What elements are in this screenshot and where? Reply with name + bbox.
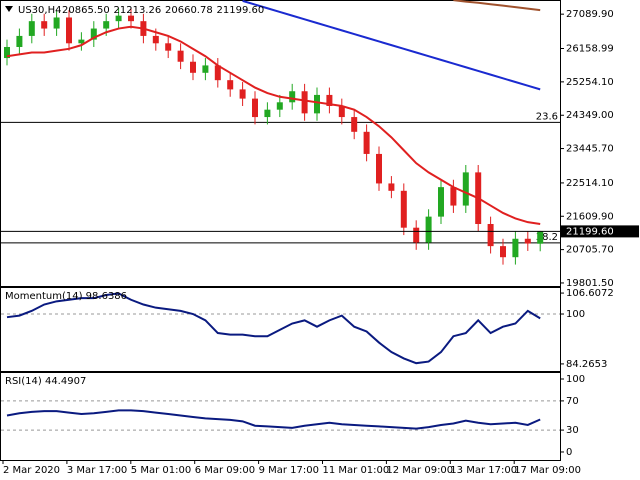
y-tick-label: 30 — [566, 425, 579, 436]
candle-body — [351, 117, 358, 132]
panel-frame — [0, 372, 561, 461]
time-label: 6 Mar 09:00 — [195, 465, 255, 476]
ohlc-value: 20660.78 — [165, 5, 213, 16]
candle-body — [41, 21, 48, 29]
candle-body — [537, 231, 544, 244]
candle-body — [214, 65, 221, 81]
candle-body — [276, 102, 283, 110]
symbol: US30,H4 — [18, 5, 61, 16]
time-label: 12 Mar 09:00 — [386, 465, 453, 476]
y-tick-label: 24349.00 — [566, 110, 614, 121]
candle-body — [400, 190, 407, 228]
candle-body — [314, 94, 320, 114]
time-label: 13 Mar 17:00 — [450, 465, 517, 476]
indicator-title: RSI(14) 44.4907 — [5, 376, 86, 387]
candle-body — [363, 131, 370, 154]
indicator-line — [6, 409, 541, 430]
moving-average — [453, 0, 541, 12]
candle-body — [128, 15, 134, 22]
candle-body — [53, 17, 60, 29]
candle-body — [376, 153, 382, 184]
candle-body — [524, 238, 531, 244]
level-label: 23.6 — [536, 111, 558, 122]
candle-body — [28, 21, 35, 36]
candle-body — [388, 183, 395, 191]
y-tick-label: 23445.70 — [566, 144, 614, 155]
candle-body — [413, 227, 420, 243]
ohlc-value: 20865.50 — [62, 5, 110, 16]
candle-body — [190, 61, 196, 73]
candle-body — [301, 91, 308, 114]
candle-body — [177, 50, 184, 62]
y-tick-label: 0 — [566, 447, 572, 458]
panel-frame — [0, 287, 561, 372]
symbol-arrow — [5, 6, 13, 12]
y-tick-label: 27089.90 — [566, 9, 614, 20]
candle-body — [16, 35, 23, 47]
level-label: 38.2 — [536, 232, 558, 243]
y-tick-label: 25254.10 — [566, 77, 614, 88]
time-label: 3 Mar 17:00 — [67, 465, 127, 476]
y-tick-label: 106.6072 — [566, 288, 614, 299]
candle-body — [202, 65, 209, 73]
time-label: 2 Mar 2020 — [3, 465, 60, 476]
y-tick-label: 100 — [566, 374, 585, 385]
candle-body — [4, 46, 10, 59]
y-tick-label: 70 — [566, 396, 579, 407]
candle-body — [227, 80, 234, 90]
candle-body — [264, 109, 271, 118]
time-label: 17 Mar 09:00 — [514, 465, 581, 476]
moving-average — [6, 25, 541, 225]
candle-body — [438, 187, 444, 217]
bid-label: 21199.60 — [566, 226, 614, 237]
moving-average — [242, 0, 541, 91]
candle-body — [90, 28, 97, 40]
candle-body — [338, 105, 345, 118]
y-tick-label: 19801.50 — [566, 278, 614, 289]
candle-body — [78, 39, 85, 44]
candle-body — [462, 172, 469, 206]
candle-body — [512, 238, 519, 258]
time-label: 9 Mar 17:00 — [259, 465, 319, 476]
candle-body — [252, 98, 258, 118]
candle-body — [425, 216, 432, 243]
candle-body — [165, 43, 172, 51]
y-tick-label: 84.2653 — [566, 359, 607, 370]
time-label: 5 Mar 01:00 — [131, 465, 191, 476]
y-tick-label: 22514.10 — [566, 178, 614, 189]
y-tick-label: 21609.90 — [566, 211, 614, 222]
ohlc-value: 21199.60 — [217, 5, 265, 16]
time-label: 11 Mar 01:00 — [323, 465, 390, 476]
y-tick-label: 100 — [566, 309, 585, 320]
candle-body — [239, 89, 246, 99]
indicator-title: Momentum(14) 98.6386 — [5, 291, 127, 302]
candle-body — [152, 35, 159, 44]
ohlc-value: 21213.26 — [114, 5, 162, 16]
y-tick-label: 26158.99 — [566, 43, 614, 54]
bid-label-bg — [561, 225, 639, 238]
candle-body — [450, 187, 457, 206]
candle-body — [326, 94, 333, 106]
candle-body — [289, 91, 296, 103]
candle-body — [500, 246, 506, 258]
panel-frame — [0, 0, 561, 287]
y-tick-label: 20705.70 — [566, 245, 614, 256]
candle-body — [115, 15, 122, 22]
candle-body — [66, 17, 72, 44]
candle-body — [487, 224, 494, 247]
indicator-line — [6, 292, 541, 365]
candle-body — [103, 21, 110, 29]
